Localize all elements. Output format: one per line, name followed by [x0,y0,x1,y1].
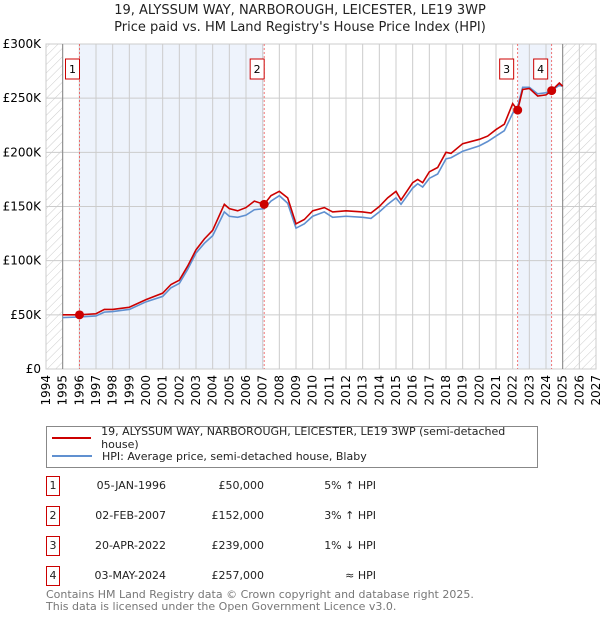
legend-item-hpi: HPI: Average price, semi-detached house,… [52,448,367,464]
x-tick-label: 1998 [106,375,120,406]
y-tick-label: £100K [3,254,43,268]
sale-date: 02-FEB-2007 [95,509,166,522]
sale-marker-box [533,58,549,80]
sale-date: 05-JAN-1996 [96,479,166,492]
sale-marker-box [249,58,265,80]
x-tick-label: 2001 [156,375,170,406]
chart-subtitle: Price paid vs. HM Land Registry's House … [114,20,486,35]
footer: Contains HM Land Registry data © Crown c… [46,589,474,613]
x-tick-label: 1996 [72,375,86,406]
x-tick-label: 2013 [356,375,370,406]
x-tick-label: 2027 [589,375,600,406]
sale-marker-box [65,58,80,80]
legend-item-property: 19, ALYSSUM WAY, NARBOROUGH, LEICESTER, … [52,425,537,451]
x-tick-label: 2008 [272,375,286,406]
y-tick-label: £0 [26,362,41,376]
y-tick-label: £150K [3,200,43,214]
x-tick-label: 2005 [222,375,236,406]
legend: 19, ALYSSUM WAY, NARBOROUGH, LEICESTER, … [46,425,538,468]
x-tick-label: 1995 [56,375,70,406]
sale-marker: 2 [46,506,60,526]
sale-hpi: 1% ↓ HPI [324,539,376,552]
sale-marker-box [499,58,515,80]
legend-label: 19, ALYSSUM WAY, NARBOROUGH, LEICESTER, … [101,425,506,451]
x-tick-label: 2007 [256,375,270,406]
sale-row: 3 20-APR-2022 £239,000 1% ↓ HPI [46,536,376,556]
x-tick-label: 1994 [39,375,53,406]
sale-marker: 4 [46,566,60,586]
sale-row: 4 03-MAY-2024 £257,000 ≈ HPI [46,566,376,586]
x-tick-label: 2019 [456,375,470,406]
x-tick-label: 2012 [339,375,353,406]
sale-price: £152,000 [211,509,265,522]
x-tick-label: 2003 [189,375,203,406]
sale-date: 20-APR-2022 [94,539,166,552]
x-tick-label: 2024 [539,375,553,406]
chart-title: 19, ALYSSUM WAY, NARBOROUGH, LEICESTER, … [114,3,486,18]
legend-swatch-blue [52,455,92,457]
x-tick-label: 2004 [206,375,220,406]
sale-hpi: ≈ HPI [345,569,376,582]
x-tick-label: 2026 [572,375,586,406]
x-tick-label: 2002 [172,375,186,406]
x-tick-label: 1999 [122,375,136,406]
copyright-text: Contains HM Land Registry data © Crown c… [46,588,474,601]
sale-hpi: 5% ↑ HPI [324,479,376,492]
sale-date: 03-MAY-2024 [94,569,166,582]
x-tick-label: 2016 [406,375,420,406]
sale-marker-label: 2 [254,63,261,76]
x-tick-label: 2009 [289,375,303,406]
sale-point [75,310,84,320]
sale-point [513,105,523,115]
property-price-line [62,81,564,316]
hpi-line [62,84,563,319]
licence-text: This data is licensed under the Open Gov… [46,600,397,613]
x-tick-label: 2020 [472,375,486,406]
legend-label: HPI: Average price, semi-detached house,… [102,449,367,463]
sale-price: £239,000 [211,539,265,552]
sale-marker: 3 [46,536,60,556]
sale-marker: 1 [46,476,60,496]
sale-point [259,199,269,209]
legend-swatch-red [52,437,92,439]
x-tick-label: 2014 [372,375,386,406]
sale-marker-label: 4 [537,63,544,76]
sale-hpi: 3% ↑ HPI [324,509,376,522]
y-tick-label: £300K [3,37,43,51]
x-tick-label: 1997 [89,375,103,406]
x-tick-label: 2006 [239,375,253,406]
sale-marker-label: 3 [503,63,510,76]
x-tick-label: 2025 [556,375,570,406]
y-tick-label: £50K [10,308,42,322]
x-tick-label: 2017 [422,375,436,406]
y-tick-label: £250K [3,91,43,105]
x-tick-label: 2000 [139,375,153,406]
x-tick-label: 2022 [506,375,520,406]
x-tick-label: 2011 [322,375,336,406]
sale-row: 2 02-FEB-2007 £152,000 3% ↑ HPI [46,506,376,526]
price-chart: 1994 1995 1996 1997 1998 1999 2000 2001 2002 2003… [3,37,600,406]
sale-marker-label: 1 [69,63,76,76]
x-tick-label: 2023 [522,375,536,406]
x-tick-label: 2010 [306,375,320,406]
x-tick-label: 2018 [439,375,453,406]
sale-point [547,86,557,96]
sale-price: £257,000 [211,569,265,582]
x-tick-label: 2015 [389,375,403,406]
x-tick-label: 2021 [489,375,503,406]
sale-row: 1 05-JAN-1996 £50,000 5% ↑ HPI [46,476,376,496]
sale-price: £50,000 [218,479,265,492]
y-tick-label: £200K [3,145,43,159]
